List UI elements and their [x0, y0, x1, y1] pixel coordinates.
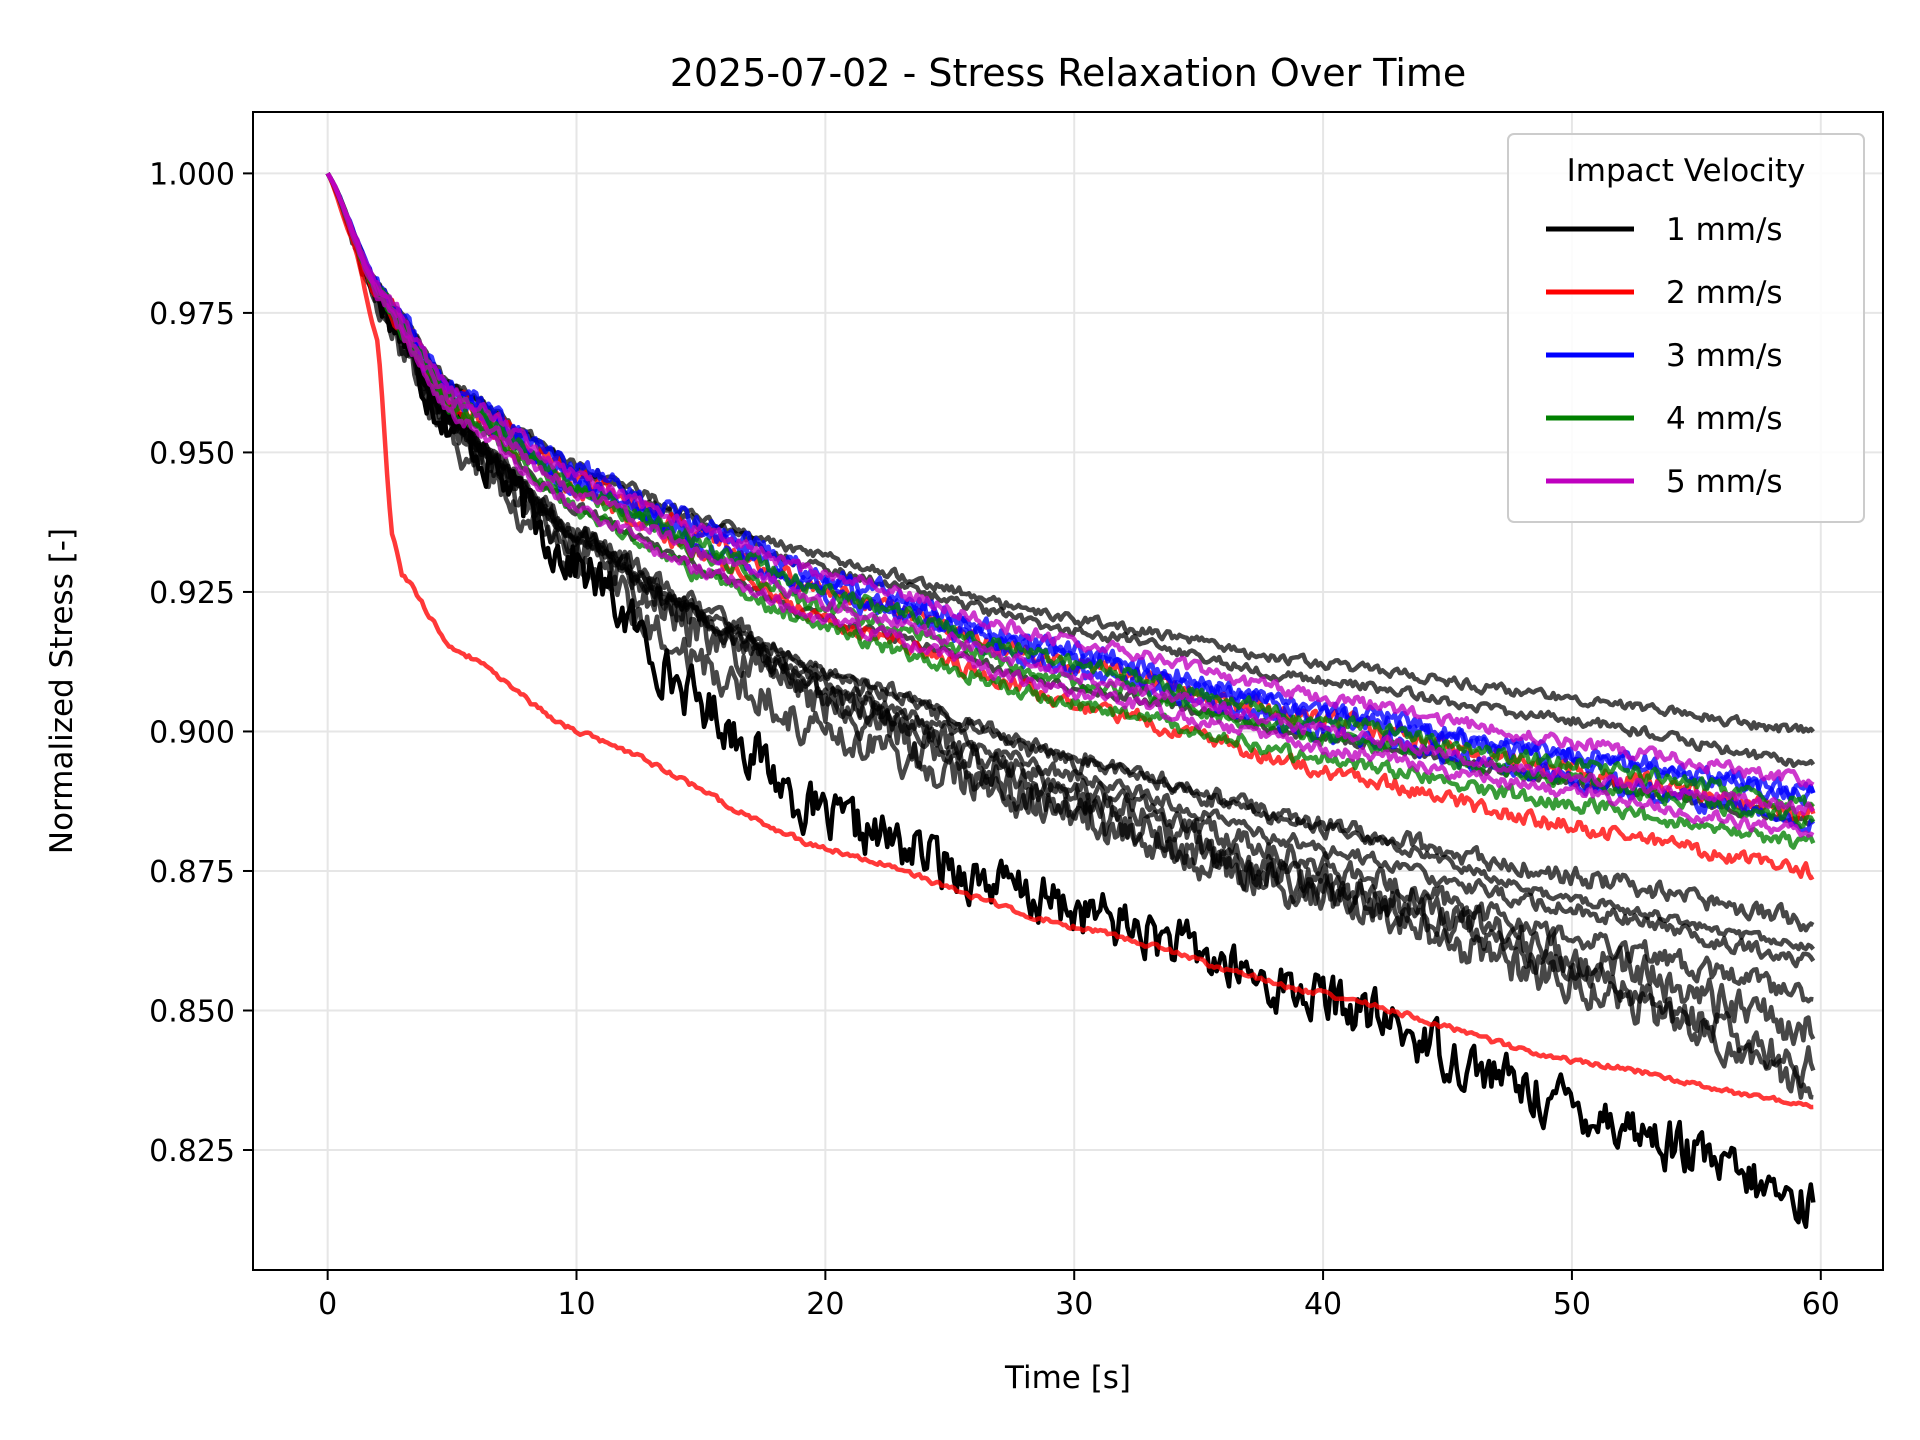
- grid: [253, 112, 1883, 1270]
- y-tick-label: 0.950: [149, 436, 235, 471]
- x-tick-label: 10: [557, 1287, 595, 1322]
- chart-title: 2025-07-02 - Stress Relaxation Over Time: [670, 51, 1467, 95]
- x-tick-label: 60: [1802, 1287, 1840, 1322]
- y-tick-label: 1.000: [149, 157, 235, 192]
- series-layer: [325, 172, 1816, 1229]
- x-tick-label: 20: [806, 1287, 844, 1322]
- x-tick-label: 40: [1304, 1287, 1342, 1322]
- series-line-4-mm-s: [325, 172, 1815, 810]
- y-tick-label: 0.850: [149, 994, 235, 1029]
- legend-label: 2 mm/s: [1666, 275, 1783, 311]
- legend-label: 1 mm/s: [1666, 212, 1783, 248]
- series-line-5-mm-s: [325, 172, 1815, 788]
- legend-title: Impact Velocity: [1567, 153, 1806, 189]
- legend-label: 5 mm/s: [1666, 464, 1783, 500]
- legend-entries: 1 mm/s 2 mm/s 3 mm/s 4 mm/s 5 mm/s: [1546, 212, 1783, 500]
- series-line-5-mm-s: [325, 172, 1816, 816]
- legend: Impact Velocity 1 mm/s 2 mm/s 3 mm/s 4 mm/s…: [1507, 133, 1865, 523]
- series-line-1-mm-s: [325, 172, 1814, 1100]
- plot-frame: [252, 111, 1884, 1271]
- legend-label: 3 mm/s: [1666, 338, 1783, 374]
- x-tick-label: 0: [318, 1287, 337, 1322]
- y-tick-label: 0.900: [149, 715, 235, 750]
- x-tick-label: 30: [1055, 1287, 1093, 1322]
- series-line-2-mm-s: [325, 172, 1814, 1110]
- y-tick-label: 0.825: [149, 1134, 235, 1169]
- x-axis-title: Time [s]: [1004, 1360, 1131, 1396]
- y-tick-label: 0.975: [149, 297, 235, 332]
- legend-label: 4 mm/s: [1666, 401, 1783, 437]
- series-line-1-mm-s: [325, 172, 1816, 1047]
- series-line-5-mm-s: [325, 172, 1815, 838]
- y-tick-label: 0.875: [149, 855, 235, 890]
- x-axis: 0 10 20 30 40 50 60: [318, 1270, 1840, 1322]
- y-axis-title: Normalized Stress [-]: [44, 528, 80, 854]
- y-tick-label: 0.925: [149, 576, 235, 611]
- x-tick-label: 50: [1553, 1287, 1591, 1322]
- y-axis: 0.825 0.850 0.875 0.900 0.925 0.950 0.975 1.000: [149, 157, 253, 1169]
